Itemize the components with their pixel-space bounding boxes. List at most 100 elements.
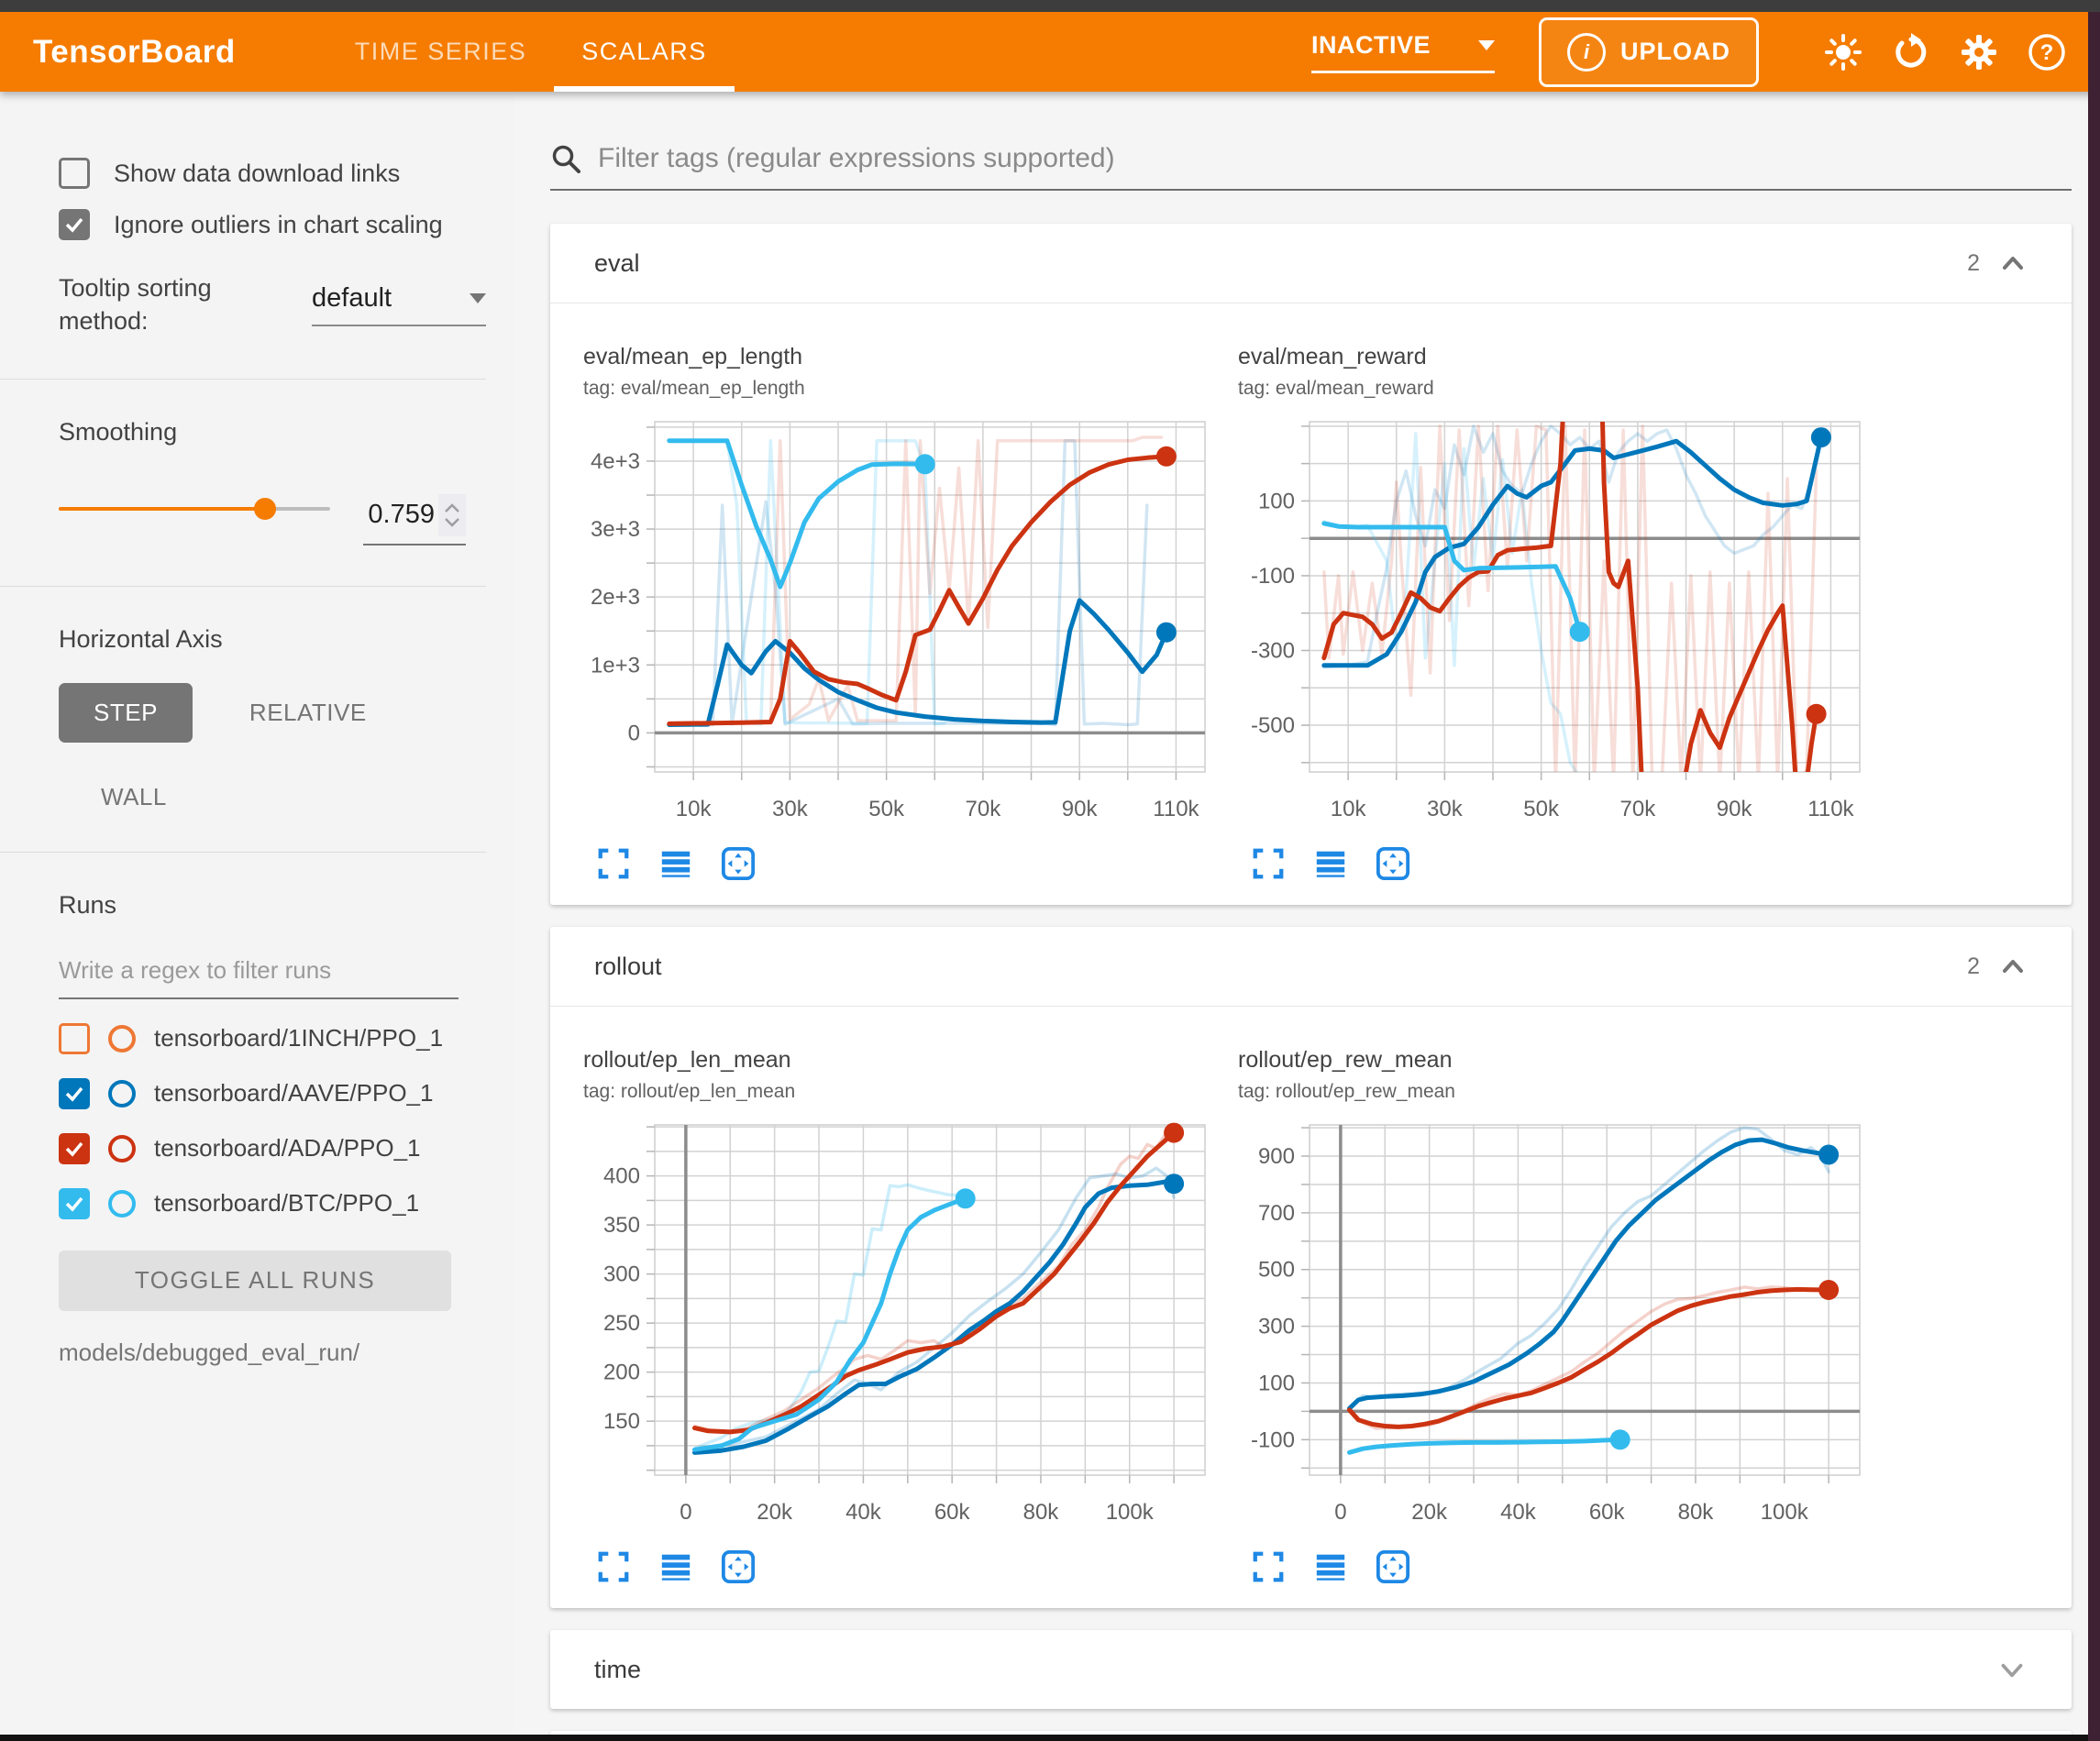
svg-text:900: 900 bbox=[1258, 1144, 1295, 1169]
svg-text:500: 500 bbox=[1258, 1258, 1295, 1283]
svg-text:40k: 40k bbox=[1500, 1500, 1537, 1525]
svg-text:20k: 20k bbox=[1411, 1500, 1448, 1525]
next-section-card-edge bbox=[550, 1731, 2072, 1735]
fullscreen-icon[interactable] bbox=[596, 846, 631, 881]
run-color-circle[interactable] bbox=[108, 1079, 136, 1107]
axis-wall-button[interactable]: WALL bbox=[101, 782, 167, 810]
fit-domain-icon[interactable] bbox=[1376, 1549, 1410, 1584]
svg-text:150: 150 bbox=[603, 1409, 640, 1434]
fit-domain-icon[interactable] bbox=[1376, 846, 1410, 881]
chevron-down-icon[interactable] bbox=[1996, 1654, 2028, 1685]
section-header-rollout[interactable]: rollout 2 bbox=[550, 927, 2072, 1007]
page-scrollbar[interactable] bbox=[2088, 12, 2100, 1741]
line-chart[interactable]: 0 20k 40k 60k 80k 100k 900 700 500 300 100 -100 bbox=[1238, 1112, 1873, 1548]
run-checkbox[interactable] bbox=[59, 1132, 90, 1164]
tab-scalars[interactable]: SCALARS bbox=[554, 12, 735, 92]
header-tabs: TIME SERIES SCALARS bbox=[327, 12, 735, 92]
refresh-icon[interactable] bbox=[1891, 32, 1931, 72]
toggle-all-runs-button[interactable]: TOGGLE ALL RUNS bbox=[59, 1250, 451, 1311]
status-dropdown[interactable]: INACTIVE bbox=[1311, 31, 1495, 73]
show-download-links-checkbox[interactable] bbox=[59, 158, 90, 189]
svg-text:200: 200 bbox=[603, 1361, 640, 1385]
line-chart[interactable]: 10k 30k 50k 70k 90k 110k 0 1e+3 2e+3 3e+3 4e+3 bbox=[583, 409, 1218, 844]
svg-text:400: 400 bbox=[603, 1164, 640, 1189]
run-row-1inch: tensorboard/1INCH/PPO_1 bbox=[59, 1022, 486, 1054]
line-chart[interactable]: 10k 30k 50k 70k 90k 110k 100 -100 -300 -500 bbox=[1238, 409, 1873, 844]
section-header-eval[interactable]: eval 2 bbox=[550, 224, 2072, 303]
axis-step-button[interactable]: STEP bbox=[59, 682, 193, 743]
section-card-eval: eval 2 eval/mean_ep_length tag: eval/mea… bbox=[550, 224, 2072, 905]
expanded-lines-icon[interactable] bbox=[658, 846, 693, 881]
stepper-down-icon bbox=[445, 517, 459, 527]
svg-text:4e+3: 4e+3 bbox=[591, 449, 640, 474]
info-icon: i bbox=[1567, 32, 1606, 72]
expanded-lines-icon[interactable] bbox=[1313, 846, 1348, 881]
run-checkbox[interactable] bbox=[59, 1077, 90, 1109]
run-row-aave: tensorboard/AAVE/PPO_1 bbox=[59, 1077, 486, 1109]
settings-gear-icon[interactable] bbox=[1959, 32, 1999, 72]
slider-fill bbox=[59, 506, 265, 511]
svg-text:80k: 80k bbox=[1023, 1500, 1060, 1525]
svg-text:-100: -100 bbox=[1251, 1427, 1295, 1452]
svg-text:300: 300 bbox=[603, 1262, 640, 1287]
fit-domain-icon[interactable] bbox=[721, 846, 756, 881]
svg-text:0: 0 bbox=[1334, 1500, 1346, 1525]
expanded-lines-icon[interactable] bbox=[1313, 1549, 1348, 1584]
app-header: TensorBoard TIME SERIES SCALARS INACTIVE… bbox=[0, 12, 2100, 92]
dropdown-arrow-icon bbox=[1478, 39, 1495, 50]
line-chart[interactable]: 0 20k 40k 60k 80k 100k 150 200 250 300 350 400 bbox=[583, 1112, 1218, 1548]
run-checkbox[interactable] bbox=[59, 1022, 90, 1054]
chevron-up-icon[interactable] bbox=[1998, 248, 2028, 278]
tab-time-series[interactable]: TIME SERIES bbox=[354, 38, 527, 65]
svg-text:0: 0 bbox=[680, 1500, 691, 1525]
svg-text:30k: 30k bbox=[1427, 797, 1464, 821]
chart-count-badge: 2 bbox=[1967, 249, 1980, 276]
chart-rollout-ep-rew-mean: rollout/ep_rew_mean tag: rollout/ep_rew_… bbox=[1238, 1047, 1873, 1584]
slider-thumb[interactable] bbox=[253, 497, 276, 520]
svg-text:100: 100 bbox=[1258, 1371, 1295, 1395]
brightness-icon[interactable] bbox=[1823, 32, 1863, 72]
chevron-up-icon[interactable] bbox=[1998, 952, 2028, 981]
ignore-outliers-checkbox[interactable] bbox=[59, 209, 90, 240]
svg-text:100: 100 bbox=[1258, 489, 1295, 513]
fullscreen-icon[interactable] bbox=[1251, 846, 1286, 881]
general-settings-section: Show data download links Ignore outliers… bbox=[0, 158, 486, 379]
section-header-time[interactable]: time bbox=[550, 1630, 2072, 1709]
svg-text:90k: 90k bbox=[1062, 797, 1099, 821]
smoothing-slider[interactable] bbox=[59, 497, 330, 520]
fullscreen-icon[interactable] bbox=[1251, 1549, 1286, 1584]
run-row-ada: tensorboard/ADA/PPO_1 bbox=[59, 1132, 486, 1164]
search-icon bbox=[552, 145, 580, 173]
svg-text:40k: 40k bbox=[846, 1500, 882, 1525]
run-color-circle[interactable] bbox=[108, 1134, 136, 1163]
expanded-lines-icon[interactable] bbox=[658, 1549, 693, 1584]
ignore-outliers-row: Ignore outliers in chart scaling bbox=[59, 209, 486, 240]
upload-button[interactable]: i UPLOAD bbox=[1539, 17, 1759, 87]
svg-text:70k: 70k bbox=[1620, 797, 1657, 821]
dashboard-main: Filter tags (regular expressions support… bbox=[514, 92, 2088, 1735]
axis-relative-button[interactable]: RELATIVE bbox=[249, 698, 367, 726]
chart-eval-mean-ep-length: eval/mean_ep_length tag: eval/mean_ep_le… bbox=[583, 344, 1218, 881]
smoothing-stepper[interactable] bbox=[438, 493, 466, 536]
smoothing-value-field[interactable]: 0.759 bbox=[363, 493, 466, 545]
svg-text:60k: 60k bbox=[934, 1500, 971, 1525]
tooltip-sorting-dropdown[interactable]: default bbox=[312, 283, 486, 326]
svg-text:?: ? bbox=[2040, 40, 2054, 65]
run-checkbox[interactable] bbox=[59, 1187, 90, 1219]
runs-filter-input[interactable]: Write a regex to filter runs bbox=[59, 956, 459, 999]
logdir-path: models/debugged_eval_run/ bbox=[59, 1338, 360, 1366]
dropdown-arrow-icon bbox=[470, 292, 486, 303]
svg-text:350: 350 bbox=[603, 1213, 640, 1238]
chart-eval-mean-reward: eval/mean_reward tag: eval/mean_reward 1… bbox=[1238, 344, 1873, 881]
run-color-circle[interactable] bbox=[108, 1189, 136, 1218]
fit-domain-icon[interactable] bbox=[721, 1549, 756, 1584]
svg-text:50k: 50k bbox=[868, 797, 905, 821]
runs-section: Runs Write a regex to filter runs tensor… bbox=[0, 851, 486, 1407]
fullscreen-icon[interactable] bbox=[596, 1549, 631, 1584]
svg-text:10k: 10k bbox=[676, 797, 713, 821]
tag-filter-input[interactable]: Filter tags (regular expressions support… bbox=[550, 143, 2072, 191]
svg-text:-500: -500 bbox=[1251, 713, 1295, 738]
run-color-circle[interactable] bbox=[108, 1024, 136, 1052]
help-icon[interactable]: ? bbox=[2027, 32, 2067, 72]
svg-text:-100: -100 bbox=[1251, 564, 1295, 589]
